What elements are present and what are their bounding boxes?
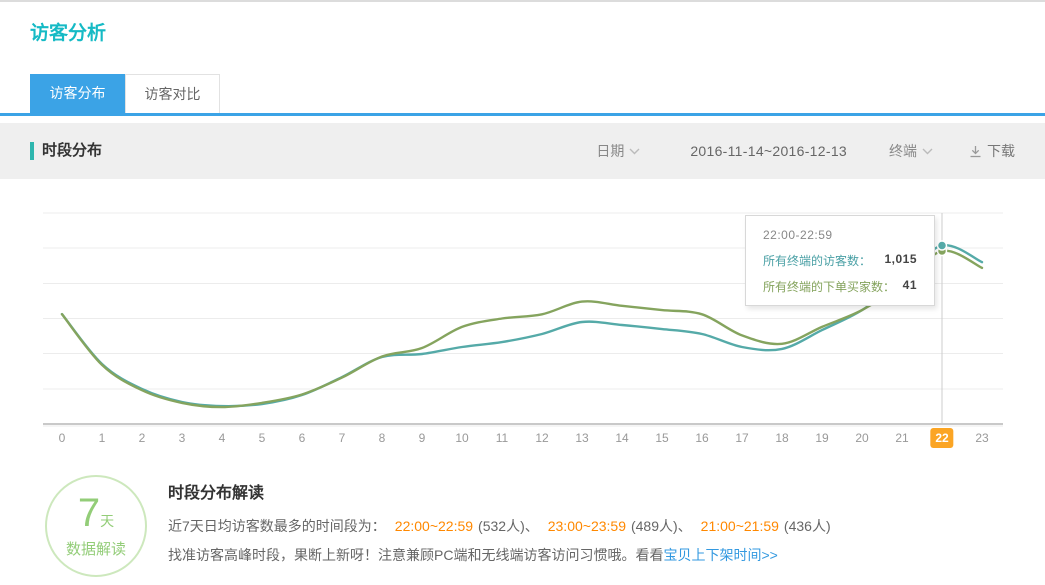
x-axis-label: 18 [775,431,789,445]
badge-caption: 数据解读 [65,541,126,558]
x-axis-label: 2 [138,431,146,445]
tooltip-visitors-value: 1,015 [884,252,917,266]
insight-section: 7天 数据解读 时段分布解读 近7天日均访客数最多的时间段为： 22:00~22:… [45,475,831,577]
tab-underline [0,113,1045,116]
download-button[interactable]: 下载 [969,141,1015,161]
download-label: 下载 [987,143,1015,159]
x-axis-label: 4 [218,431,226,445]
insight-heading: 时段分布解读 [168,485,265,502]
date-dropdown[interactable]: 日期 [596,141,640,161]
terminal-dropdown-label: 终端 [889,143,917,159]
x-axis-label: 21 [895,431,909,445]
x-axis-label: 3 [178,431,186,445]
terminal-dropdown[interactable]: 终端 [889,141,933,161]
tab-bar: 访客分布 访客对比 [0,74,1045,116]
seven-day-badge: 7天 数据解读 [45,475,147,577]
tooltip-buyers-value: 41 [902,278,917,292]
x-axis-label: 20 [855,431,869,445]
date-range-display[interactable]: 2016-11-14~2016-12-13 [690,143,847,159]
tooltip-row-visitors: 所有终端的访客数： 1,015 [763,252,917,269]
x-axis-label: 14 [615,431,629,445]
insight-text: 时段分布解读 近7天日均访客数最多的时间段为： 22:00~22:59 (532人)… [168,475,831,577]
x-axis-label: 19 [815,431,829,445]
insight-line2: 找准访客高峰时段，果断上新呀！注意兼顾PC端和无线端访客访问习惯哦。看看宝贝上下… [168,545,831,565]
x-axis-label: 16 [695,431,709,445]
chevron-down-icon [922,148,933,154]
peak-count-1: (532人)、 [478,518,539,534]
tooltip-visitors-label: 所有终端的访客数： [763,254,872,268]
page-title: 访客分析 [30,23,107,44]
x-axis-label: 13 [575,431,589,445]
tab-visitor-distribution[interactable]: 访客分布 [30,74,125,113]
time-distribution-chart: 0 1 2 3 4 5 6 7 8 9 10 11 12 13 14 15 16 17 18 19 20 21 22 23 2… [0,179,1045,454]
chart-controls: 日期 2016-11-14~2016-12-13 终端 下载 [596,123,1015,179]
x-axis-label: 15 [655,431,669,445]
x-axis-label: 10 [455,431,469,445]
badge-number: 7天 [77,491,115,535]
section-accent-bar [30,142,34,160]
download-icon [970,145,981,157]
x-axis-label: 6 [298,431,306,445]
x-axis-label: 23 [975,431,989,445]
tooltip-row-buyers: 所有终端的下单买家数： 41 [763,278,917,295]
buyers-line [60,249,984,409]
x-axis-label-selected: 22 [930,428,954,448]
insight-line1-prefix: 近7天日均访客数最多的时间段为： [168,518,386,534]
tooltip-time-range: 22:00-22:59 [763,228,833,242]
x-axis-label: 11 [495,431,509,445]
x-axis-label: 5 [258,431,266,445]
x-axis-label: 0 [58,431,66,445]
peak-count-2: (489人)、 [630,518,692,534]
listing-time-link[interactable]: 宝贝上下架时间>> [663,547,778,563]
x-axis-label: 1 [98,431,106,445]
chart-tooltip: 22:00-22:59 所有终端的访客数： 1,015 所有终端的下单买家数： … [745,215,935,306]
section-header-bar: 时段分布 日期 2016-11-14~2016-12-13 终端 下载 [0,123,1045,179]
x-axis-label: 8 [378,431,386,445]
peak-time-2: 23:00~23:59 [547,518,626,534]
peak-count-3: (436人) [783,518,831,534]
x-axis-label: 7 [338,431,346,445]
section-title: 时段分布 [42,142,103,159]
badge-unit: 天 [100,513,115,529]
tooltip-buyers-label: 所有终端的下单买家数： [763,280,896,294]
insight-line1: 近7天日均访客数最多的时间段为： 22:00~22:59 (532人)、 23:00~… [168,516,831,536]
x-axis-label: 17 [735,431,749,445]
x-axis-label: 12 [535,431,549,445]
peak-time-1: 22:00~22:59 [394,518,474,534]
tab-visitor-compare[interactable]: 访客对比 [125,74,220,113]
chevron-down-icon [629,148,640,154]
visitors-marker [936,240,948,251]
insight-line2-text: 找准访客高峰时段，果断上新呀！注意兼顾PC端和无线端访客访问习惯哦。看看 [168,547,664,563]
date-dropdown-label: 日期 [596,143,625,159]
peak-time-3: 21:00~21:59 [700,518,779,534]
x-axis-label: 9 [418,431,426,445]
